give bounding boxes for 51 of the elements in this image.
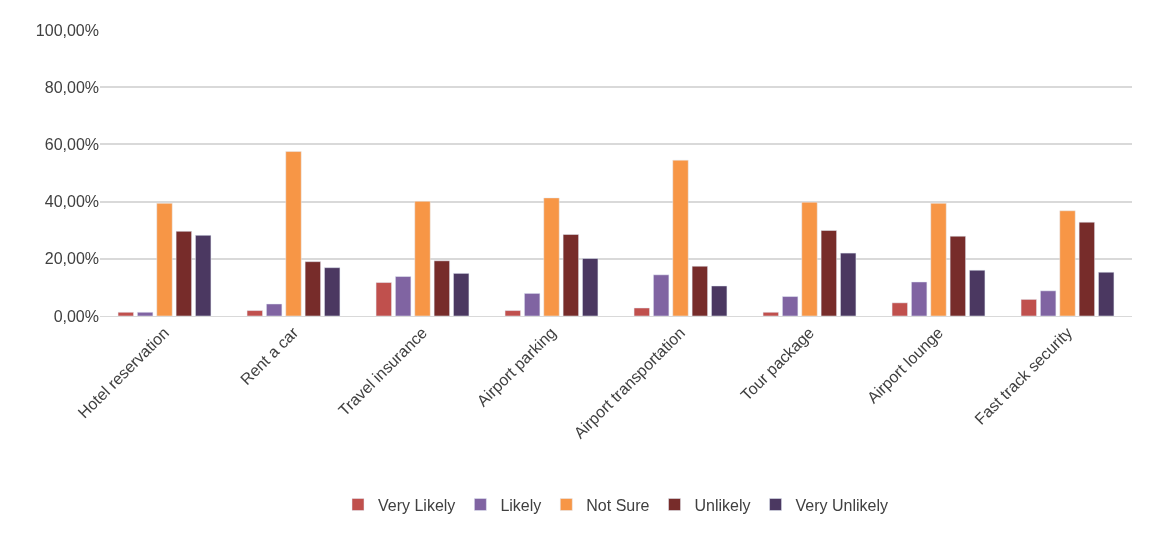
y-tick-label: 100,00% (35, 21, 99, 39)
y-tick-label: 20,00% (44, 250, 99, 268)
legend-label: Very Unlikely (795, 496, 889, 514)
bar (524, 293, 541, 316)
bar (175, 231, 192, 316)
bar (137, 312, 154, 316)
bar (911, 281, 928, 316)
y-tick-label: 40,00% (44, 193, 99, 211)
bar (820, 230, 837, 316)
bar (266, 303, 283, 316)
bar (801, 201, 818, 316)
bar (117, 312, 134, 316)
bar (582, 258, 599, 316)
bar (156, 203, 173, 316)
bar (433, 260, 450, 316)
y-tick-label: 60,00% (44, 136, 99, 153)
bar (672, 159, 689, 316)
bar (840, 252, 857, 316)
bar (653, 274, 670, 316)
y-tick-label: 80,00% (44, 78, 99, 96)
bar (969, 269, 986, 316)
bar (1059, 210, 1076, 316)
bar (691, 265, 708, 316)
bar (1020, 299, 1037, 316)
bar (949, 235, 966, 316)
bar (543, 197, 560, 316)
bar (324, 267, 341, 316)
legend-label: Likely (500, 496, 542, 514)
legend-label: Very Likely (378, 496, 456, 514)
bar (395, 276, 412, 316)
bar (711, 285, 728, 316)
bar (1040, 290, 1057, 316)
bar (891, 302, 908, 316)
y-tick-label: 0,00% (53, 307, 99, 325)
bar (504, 310, 521, 316)
bar (1078, 221, 1095, 316)
bar (782, 296, 799, 316)
bar (762, 312, 779, 316)
bar (414, 201, 431, 316)
bar (304, 261, 321, 316)
bar (930, 203, 947, 316)
bar (1098, 271, 1115, 316)
bar (285, 151, 302, 316)
bar (246, 310, 263, 316)
bar (195, 235, 212, 316)
bar (562, 234, 579, 316)
bar (453, 273, 470, 316)
bar (375, 282, 392, 316)
legend-label: Not Sure (586, 496, 650, 514)
bar (633, 307, 650, 316)
legend-label: Unlikely (694, 496, 751, 514)
